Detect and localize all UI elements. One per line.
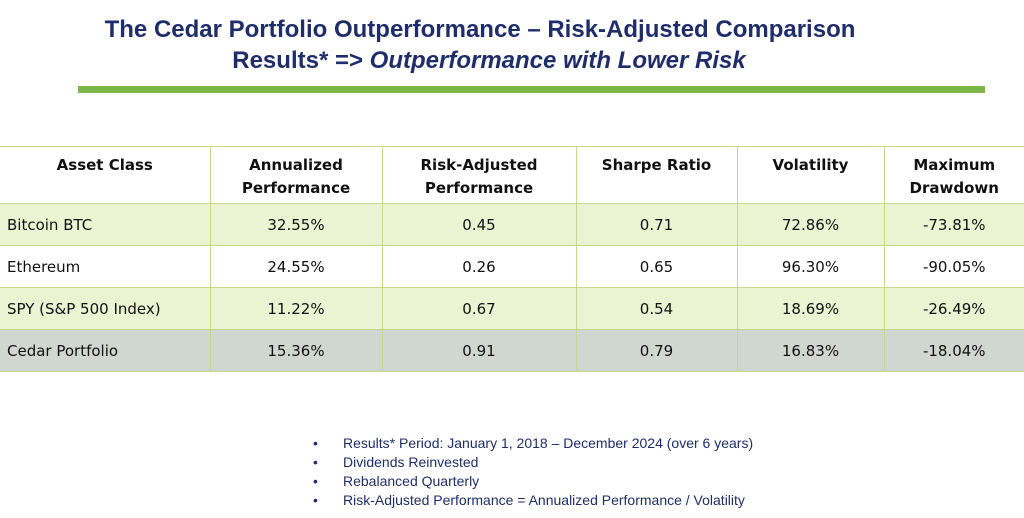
column-header: Annualized Performance <box>209 146 383 204</box>
table-cell: -73.81% <box>883 203 1024 246</box>
title-line-2-prefix: Results* => <box>232 47 370 74</box>
table-cell: 0.65 <box>575 245 738 288</box>
title-line-2: Results* => Outperformance with Lower Ri… <box>0 45 960 76</box>
table-cell: 96.30% <box>736 245 885 288</box>
table-cell: -18.04% <box>883 329 1024 372</box>
table-cell: 24.55% <box>209 245 383 288</box>
table-cell: 0.54 <box>575 287 738 330</box>
list-item: • Risk-Adjusted Performance = Annualized … <box>313 492 745 508</box>
table-cell: 15.36% <box>209 329 383 372</box>
bullet-icon: • <box>313 473 318 489</box>
table-cell: 0.91 <box>381 329 577 372</box>
table-cell: 11.22% <box>209 287 383 330</box>
table-cell: Cedar Portfolio <box>0 329 211 372</box>
title-line-2-emphasis: Outperformance with Lower Risk <box>369 47 746 74</box>
list-item: • Dividends Reinvested <box>313 454 479 470</box>
table-cell: SPY (S&P 500 Index) <box>0 287 211 330</box>
bullet-icon: • <box>313 492 318 508</box>
page-title: The Cedar Portfolio Outperformance – Ris… <box>0 14 960 76</box>
column-header: Asset Class <box>0 146 211 204</box>
title-divider <box>78 86 985 93</box>
list-item: • Rebalanced Quarterly <box>313 473 480 489</box>
table-cell: 16.83% <box>736 329 885 372</box>
column-header: Risk-Adjusted Performance <box>381 146 577 204</box>
table-row: Bitcoin BTC 32.55% 0.45 0.71 72.86% -73.… <box>0 203 1024 246</box>
table-cell: 0.26 <box>381 245 577 288</box>
table-row: SPY (S&P 500 Index) 11.22% 0.67 0.54 18.… <box>0 287 1024 330</box>
footnotes-list: • Results* Period: January 1, 2018 – Dece… <box>313 434 753 510</box>
table-cell: Ethereum <box>0 245 211 288</box>
table-cell: -90.05% <box>883 245 1024 288</box>
table-cell: 0.79 <box>575 329 738 372</box>
table-header-row: Asset Class Annualized Performance Risk-A… <box>0 146 1024 204</box>
table-row: Ethereum 24.55% 0.26 0.65 96.30% -90.05% <box>0 245 1024 288</box>
column-header: Maximum Drawdown <box>883 146 1024 204</box>
table-cell: 72.86% <box>736 203 885 246</box>
bullet-icon: • <box>313 454 318 470</box>
table-cell: -26.49% <box>883 287 1024 330</box>
table-cell: 18.69% <box>736 287 885 330</box>
table-row-highlighted: Cedar Portfolio 15.36% 0.91 0.79 16.83% … <box>0 329 1024 372</box>
table-cell: 0.45 <box>381 203 577 246</box>
title-line-1: The Cedar Portfolio Outperformance – Ris… <box>104 16 856 43</box>
bullet-icon: • <box>313 435 318 451</box>
table-cell: 0.71 <box>575 203 738 246</box>
table-cell: 0.67 <box>381 287 577 330</box>
table-cell: 32.55% <box>209 203 383 246</box>
table-cell: Bitcoin BTC <box>0 203 211 246</box>
column-header: Volatility <box>736 146 885 204</box>
comparison-table: Asset Class Annualized Performance Risk-A… <box>0 146 1024 372</box>
column-header: Sharpe Ratio <box>575 146 738 204</box>
list-item: • Results* Period: January 1, 2018 – Dece… <box>313 435 754 451</box>
